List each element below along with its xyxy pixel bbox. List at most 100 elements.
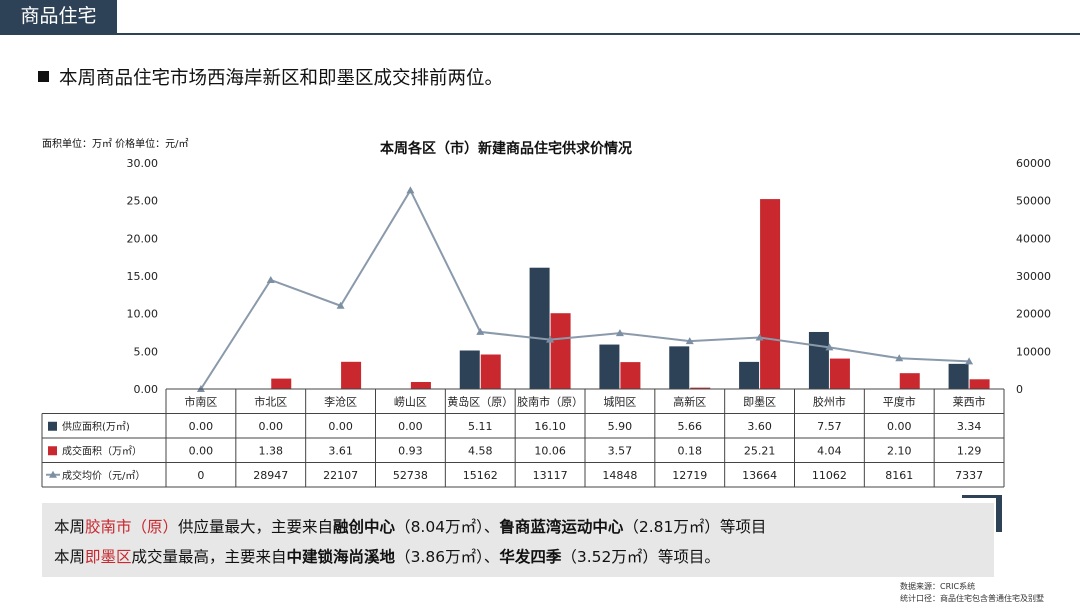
data-cell: 13664 [742, 469, 777, 482]
data-cell: 3.60 [747, 420, 772, 433]
legend-label: 成交面积（万㎡） [62, 444, 142, 457]
note-line-2: 本周即墨区成交量最高，主要来自中建锁海尚溪地（3.86万㎡）、华发四季（3.52… [54, 545, 720, 567]
note1-project-2: 鲁商蓝湾运动中心 [499, 518, 624, 536]
data-cell: 4.58 [468, 444, 493, 457]
y-right-tick-label: 60000 [1016, 157, 1051, 170]
category-label: 李沧区 [324, 394, 357, 408]
data-cell: 22107 [323, 469, 358, 482]
data-cell: 11062 [812, 469, 847, 482]
data-cell: 3.61 [328, 444, 353, 457]
headline: 本周商品住宅市场西海岸新区和即墨区成交排前两位。 [38, 64, 503, 90]
y-right-tick-label: 40000 [1016, 232, 1051, 245]
category-label: 崂山区 [394, 395, 427, 408]
corner-bracket-side [996, 495, 1002, 532]
legend-label: 成交均价（元/㎡） [62, 469, 145, 482]
header-divider [0, 33, 1080, 35]
note1-value-1: （8.04万㎡）、 [395, 518, 500, 536]
note2-project-2: 华发四季 [499, 548, 562, 566]
sales-bar [620, 362, 641, 389]
y-left-tick-label: 0.00 [134, 383, 159, 396]
y-right-tick-label: 50000 [1016, 195, 1051, 208]
category-label: 胶南市（原） [517, 394, 583, 408]
note1-highlight: 胶南市（原） [85, 518, 179, 536]
sales-bar [899, 373, 920, 389]
sales-bar [969, 379, 990, 389]
legend-marker [49, 470, 57, 478]
y-left-tick-label: 30.00 [127, 157, 159, 170]
supply-bar [669, 346, 690, 389]
data-cell: 0.00 [398, 420, 423, 433]
category-label: 胶州市 [813, 394, 846, 408]
data-cell: 15162 [463, 469, 498, 482]
y-right-tick-label: 20000 [1016, 308, 1051, 321]
price-point [546, 335, 555, 343]
chart-title: 本周各区（市）新建商品住宅供求价情况 [380, 141, 632, 157]
note2-pre: 本周 [54, 548, 86, 566]
units-note: 面积单位：万㎡ 价格单位：元/㎡ [42, 139, 189, 150]
sales-bar [271, 378, 292, 389]
category-label: 黄岛区（原） [447, 394, 513, 408]
data-cell: 2.10 [887, 444, 912, 457]
category-label: 即墨区 [743, 395, 776, 408]
category-label: 城阳区 [603, 395, 636, 408]
data-cell: 12719 [672, 469, 707, 482]
data-cell: 1.29 [957, 444, 982, 457]
bullet-square-icon [38, 71, 49, 82]
sales-bar [480, 354, 501, 389]
note1-project-1: 融创中心 [333, 518, 396, 536]
data-cell: 0.00 [189, 420, 214, 433]
data-cell: 14848 [602, 469, 637, 482]
price-point [895, 354, 904, 362]
sales-bar [341, 361, 362, 389]
supply-bar [808, 331, 829, 389]
category-label: 高新区 [673, 394, 706, 408]
note1-mid: 供应量最大，主要来自 [178, 518, 334, 536]
price-point [615, 329, 624, 337]
data-cell: 3.34 [957, 420, 982, 433]
note2-mid: 成交量最高，主要来自 [131, 548, 287, 566]
data-cell: 7.57 [817, 420, 842, 433]
source-line-2: 统计口径：商品住宅包含普通住宅及别墅 [900, 594, 1044, 603]
supply-bar [599, 344, 620, 389]
supply-bar [529, 267, 550, 389]
supply-bar [459, 350, 480, 389]
data-cell: 8161 [885, 469, 913, 482]
data-cell: 52738 [393, 469, 428, 482]
note1-pre: 本周 [54, 518, 86, 536]
y-right-tick-label: 30000 [1016, 270, 1051, 283]
sales-bar [410, 381, 431, 389]
source-line-1: 数据来源：CRIC系统 [900, 582, 976, 591]
y-left-tick-label: 20.00 [127, 232, 159, 245]
data-cell: 25.21 [744, 444, 776, 457]
price-point [965, 357, 974, 365]
data-cell: 13117 [533, 469, 568, 482]
data-cell: 0.93 [398, 444, 423, 457]
sales-bar [550, 313, 571, 389]
y-left-tick-label: 25.00 [127, 195, 159, 208]
y-right-tick-label: 0 [1016, 383, 1023, 396]
data-cell: 7337 [955, 469, 983, 482]
data-cell: 5.90 [608, 420, 633, 433]
corner-bracket-top [962, 495, 1002, 498]
chart: 0.00 5.00 10.00 15.00 20.00 25.00 30.00 0 10000 2… [41, 157, 1051, 488]
note2-project-1: 中建锁海尚溪地 [286, 548, 396, 566]
data-cell: 5.66 [678, 420, 703, 433]
data-cell: 0.00 [259, 420, 284, 433]
note2-value-1: （3.86万㎡）、 [395, 548, 500, 566]
price-point [476, 327, 485, 335]
data-cell: 28947 [253, 469, 288, 482]
sales-bar [760, 199, 781, 389]
category-label: 市北区 [254, 394, 287, 408]
price-line [200, 188, 970, 390]
data-cell: 10.06 [534, 444, 566, 457]
data-cell: 3.57 [608, 444, 633, 457]
supply-bar [948, 363, 969, 389]
note1-value-2: （2.81万㎡）等项目 [623, 518, 767, 536]
note2-highlight: 即墨区 [85, 548, 132, 566]
data-cell: 4.04 [817, 444, 842, 457]
y-right-tick-label: 10000 [1016, 345, 1051, 358]
note-line-1: 本周胶南市（原）供应量最大，主要来自融创中心（8.04万㎡）、鲁商蓝湾运动中心（… [54, 515, 766, 537]
category-label: 莱西市 [953, 394, 986, 408]
price-point [266, 275, 275, 283]
category-label: 平度市 [883, 394, 916, 408]
